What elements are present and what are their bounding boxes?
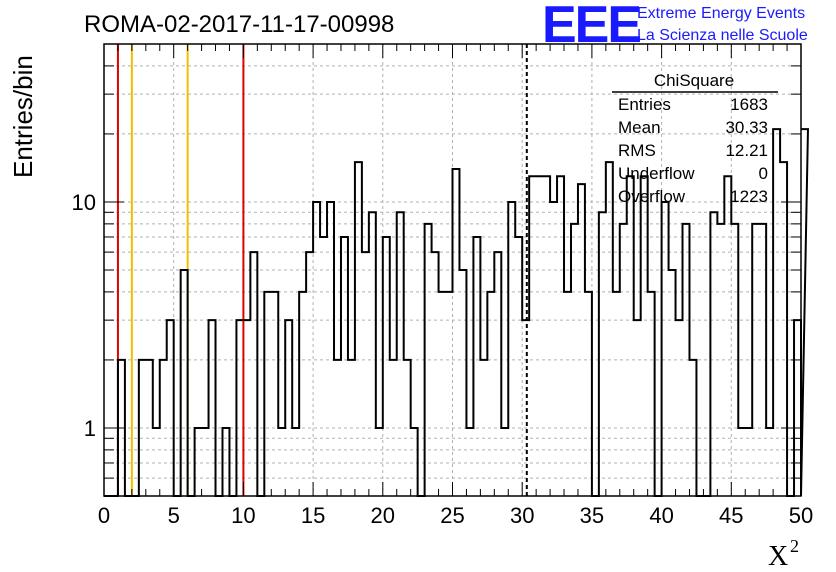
x-tick-label: 35 <box>580 503 604 528</box>
histogram-bin <box>473 237 480 496</box>
histogram-bin <box>236 320 243 496</box>
stats-value-mean: 30.33 <box>725 118 768 137</box>
histogram-bin <box>397 212 404 496</box>
x-tick-label: 20 <box>371 503 395 528</box>
histogram-bin <box>264 292 271 496</box>
histogram-bin <box>585 292 592 496</box>
histogram-bin <box>494 252 501 496</box>
histogram-bin <box>453 169 460 496</box>
histogram-bin <box>285 320 292 496</box>
stats-value-underflow: 0 <box>759 164 768 183</box>
stats-label-mean: Mean <box>618 118 661 137</box>
x-tick-label: 15 <box>301 503 325 528</box>
histogram-bin <box>522 320 529 496</box>
stats-label-overflow: Overflow <box>618 187 686 206</box>
histogram-bin <box>432 252 439 496</box>
histogram-bin <box>271 292 278 496</box>
x-tick-label: 45 <box>719 503 743 528</box>
chart-title: ROMA-02-2017-11-17-00998 <box>84 11 394 38</box>
stats-label-underflow: Underflow <box>618 164 695 183</box>
histogram-bin <box>564 292 571 496</box>
x-tick-label: 5 <box>168 503 180 528</box>
histogram-bin <box>634 320 641 496</box>
stats-rows: Entries 1683 Mean 30.33 RMS 12.21 Underflow 0 Ov… <box>618 95 768 206</box>
histogram-bin <box>578 184 585 496</box>
histogram-bin <box>710 212 717 496</box>
logo-line2: La Scienza nelle Scuole <box>637 27 808 44</box>
x-tick-label: 30 <box>510 503 534 528</box>
histogram-bin <box>243 320 250 496</box>
histogram-bin <box>599 212 606 496</box>
x-tick-label: 25 <box>440 503 464 528</box>
histogram-bin <box>250 252 257 496</box>
x-axis-label: X 2 <box>768 536 799 572</box>
histogram-bin <box>327 202 334 496</box>
y-tick-label: 1 <box>84 416 96 441</box>
stats-value-overflow: 1223 <box>730 187 768 206</box>
histogram-outline <box>104 128 809 497</box>
histogram-bin <box>613 292 620 496</box>
histogram-bin <box>167 320 174 496</box>
histogram-bin <box>662 202 669 496</box>
histogram-bin <box>209 320 216 496</box>
histogram-bin <box>459 270 466 496</box>
histogram-bin <box>341 237 348 496</box>
histogram-bin <box>676 320 683 496</box>
histogram-bin <box>446 292 453 496</box>
stats-value-rms: 12.21 <box>725 141 768 160</box>
stats-box: ChiSquare Entries 1683 Mean 30.33 RMS 12.21 Un… <box>612 71 778 206</box>
x-tick-label: 10 <box>231 503 255 528</box>
stats-label-entries: Entries <box>618 95 671 114</box>
histogram-bin <box>320 237 327 496</box>
x-axis-label-main: X <box>768 541 788 572</box>
y-tick-label: 10 <box>72 190 96 215</box>
histogram-bin <box>383 237 390 496</box>
histogram-bin <box>773 129 780 496</box>
x-tick-label: 50 <box>789 503 813 528</box>
x-axis-label-superscript: 2 <box>790 536 799 556</box>
histogram-bin <box>439 292 446 496</box>
histogram-bin <box>515 237 522 496</box>
histogram-bin <box>508 202 515 496</box>
histogram-bin <box>369 212 376 496</box>
histogram-bin <box>648 292 655 496</box>
histogram-bin <box>794 320 801 496</box>
histogram-bin <box>181 270 188 496</box>
stats-title: ChiSquare <box>654 71 734 90</box>
histogram-bin <box>487 292 494 496</box>
histogram-bin <box>306 252 313 496</box>
stats-label-rms: RMS <box>618 141 656 160</box>
y-axis-label: Entries/bin <box>8 55 38 178</box>
x-tick-label: 40 <box>649 503 673 528</box>
axis-ticks: 0 5 10 15 20 25 30 35 40 45 50 1 10 <box>72 43 813 528</box>
logo-mark: EEE <box>542 0 640 54</box>
histogram-bin <box>669 270 676 496</box>
eee-logo: EEE Extreme Energy Events La Scienza nel… <box>542 0 808 54</box>
x-tick-label: 0 <box>98 503 110 528</box>
logo-line1: Extreme Energy Events <box>637 5 805 22</box>
histogram <box>104 128 809 497</box>
histogram-bin <box>313 202 320 496</box>
histogram-bin <box>550 202 557 496</box>
stats-value-entries: 1683 <box>730 95 768 114</box>
histogram-bin <box>299 292 306 496</box>
histogram-bin <box>362 252 369 496</box>
